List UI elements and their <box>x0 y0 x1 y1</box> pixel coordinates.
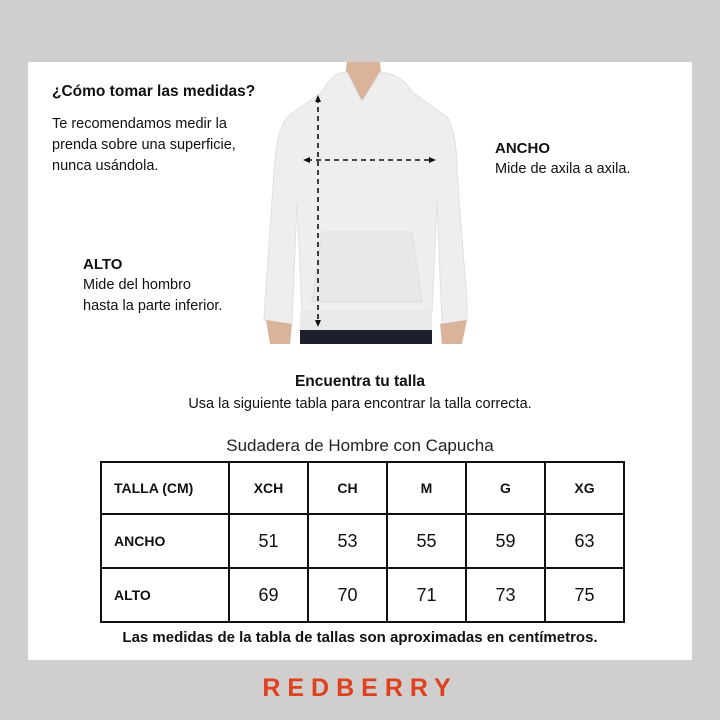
alto-label: ALTO <box>83 256 123 273</box>
table-cell: 73 <box>465 567 546 623</box>
guide-title: ¿Cómo tomar las medidas? <box>52 83 256 100</box>
table-caption: Sudadera de Hombre con Capucha <box>226 436 494 455</box>
table-cell: 59 <box>465 513 546 569</box>
table-cell: 70 <box>307 567 388 623</box>
find-title: Encuentra tu talla <box>294 373 426 390</box>
brand-logo: REDBERRY <box>262 674 458 702</box>
intro-line: nunca usándola. <box>52 158 159 174</box>
row-label: ALTO <box>100 567 230 623</box>
table-cell: 51 <box>228 513 309 569</box>
ancho-label: ANCHO <box>495 140 550 157</box>
header-cell: M <box>386 461 467 515</box>
size-table: TALLA (CM) XCH CH M G XG ANCHO 51 53 55 … <box>100 461 625 623</box>
guide-intro: Te recomendamos medir la prenda sobre un… <box>52 114 236 177</box>
table-row: ALTO 69 70 71 73 75 <box>100 567 625 623</box>
ancho-desc: Mide de axila a axila. <box>495 161 631 177</box>
intro-line: prenda sobre una superficie, <box>52 137 236 153</box>
table-cell: 71 <box>386 567 467 623</box>
table-cell: 75 <box>544 567 625 623</box>
header-cell: TALLA (CM) <box>100 461 230 515</box>
table-cell: 69 <box>228 567 309 623</box>
table-cell: 63 <box>544 513 625 569</box>
header-cell: XG <box>544 461 625 515</box>
alto-desc-line: Mide del hombro <box>83 277 191 293</box>
table-header-row: TALLA (CM) XCH CH M G XG <box>100 461 625 515</box>
alto-desc-line: hasta la parte inferior. <box>83 298 223 314</box>
intro-line: Te recomendamos medir la <box>52 116 227 132</box>
header-cell: G <box>465 461 546 515</box>
row-label: ANCHO <box>100 513 230 569</box>
table-cell: 55 <box>386 513 467 569</box>
header-cell: CH <box>307 461 388 515</box>
table-cell: 53 <box>307 513 388 569</box>
table-note: Las medidas de la tabla de tallas son ap… <box>122 629 598 646</box>
find-subtitle: Usa la siguiente tabla para encontrar la… <box>188 396 532 412</box>
table-row: ANCHO 51 53 55 59 63 <box>100 513 625 569</box>
alto-desc: Mide del hombro hasta la parte inferior. <box>83 275 222 317</box>
hoodie-image <box>263 62 468 344</box>
header-cell: XCH <box>228 461 309 515</box>
